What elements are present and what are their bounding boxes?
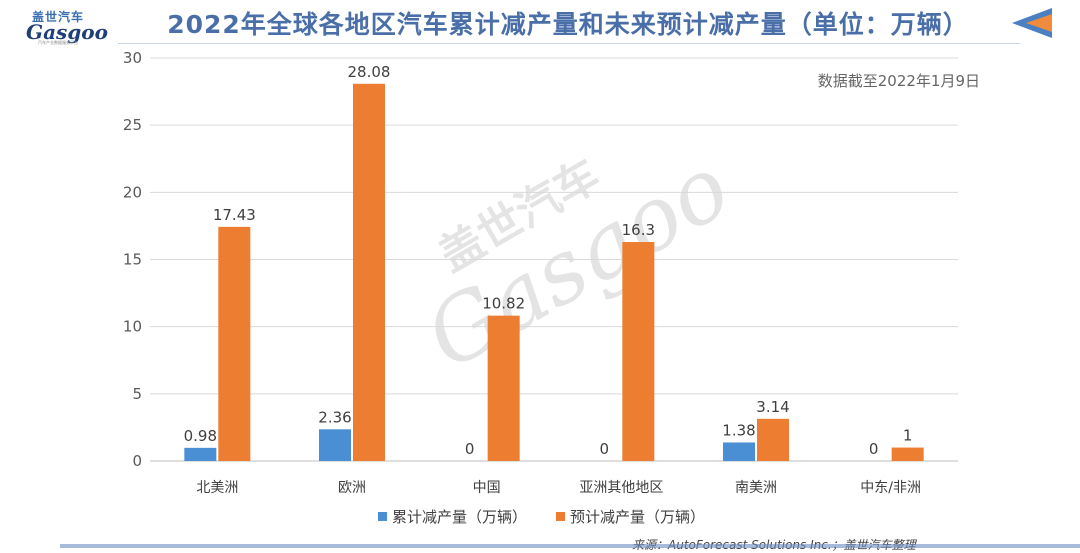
bar-cumulative [319,429,351,461]
y-tick-label: 5 [132,385,142,403]
y-tick-label: 0 [132,452,142,470]
data-label: 17.43 [213,206,256,224]
x-tick-label: 中国 [473,480,501,496]
bar-forecast [757,418,789,461]
legend-label-cumulative: 累计减产量（万辆） [392,508,527,526]
legend-swatch-cumulative [378,512,387,521]
data-label: 0 [869,440,879,458]
legend: 累计减产量（万辆） 预计减产量（万辆） [378,508,705,526]
data-label: 10.82 [482,295,525,313]
watermark: 盖世汽车 Gasgoo [409,135,746,389]
x-tick-label: 中东/非洲 [860,480,921,496]
bar-forecast [622,242,655,461]
data-label: 3.14 [756,398,789,416]
x-tick-label: 南美洲 [735,480,777,496]
y-tick-label: 25 [123,116,142,134]
y-tick-label: 20 [123,183,142,201]
data-label: 16.3 [622,221,655,239]
grid-lines [150,57,958,462]
x-tick-labels: 北美洲 欧洲 中国 亚洲其他地区 南美洲 中东/非洲 [196,480,921,496]
data-label: 0 [465,440,475,458]
bar-cumulative [184,447,217,461]
x-tick-label: 亚洲其他地区 [579,480,663,496]
page-title: 2022年全球各地区汽车累计减产量和未来预计减产量（单位：万辆） [167,10,969,39]
bar-forecast [353,83,385,462]
bottom-bar [60,544,1080,548]
legend-label-forecast: 预计减产量（万辆） [570,508,705,526]
y-tick-labels: 0 5 10 15 20 25 30 [123,49,142,470]
data-label: 1 [903,427,913,445]
title-underline [118,43,1020,44]
data-label: 1.38 [722,421,755,439]
bar-forecast [487,315,520,461]
bar-forecast [218,226,251,461]
data-labels: 0.98 17.43 2.36 28.08 0 10.82 0 16.3 1.383.14 0 1 [184,63,913,458]
data-label: 0 [600,440,610,458]
logo-cn-text: 盖世汽车 [32,10,85,24]
gasgoo-logo: 盖世汽车 Gasgoo 汽车产业数据服务平台 [12,6,122,46]
back-arrow-icon[interactable] [1006,6,1054,40]
bar-cumulative [723,442,755,461]
y-tick-label: 15 [123,251,142,269]
logo-en-text: Gasgoo [26,20,108,44]
data-label: 2.36 [318,408,351,426]
date-note: 数据截至2022年1月9日 [817,72,980,90]
y-tick-label: 30 [123,49,142,67]
x-tick-label: 北美洲 [196,480,238,496]
bar-forecast [891,447,924,461]
logo-sub-text: 汽车产业数据服务平台 [38,40,78,45]
legend-swatch-forecast [556,512,565,521]
y-tick-label: 10 [123,318,142,336]
x-tick-label: 欧洲 [338,480,366,496]
data-label: 28.08 [348,63,391,81]
data-label: 0.98 [184,427,217,445]
bars [184,83,924,462]
